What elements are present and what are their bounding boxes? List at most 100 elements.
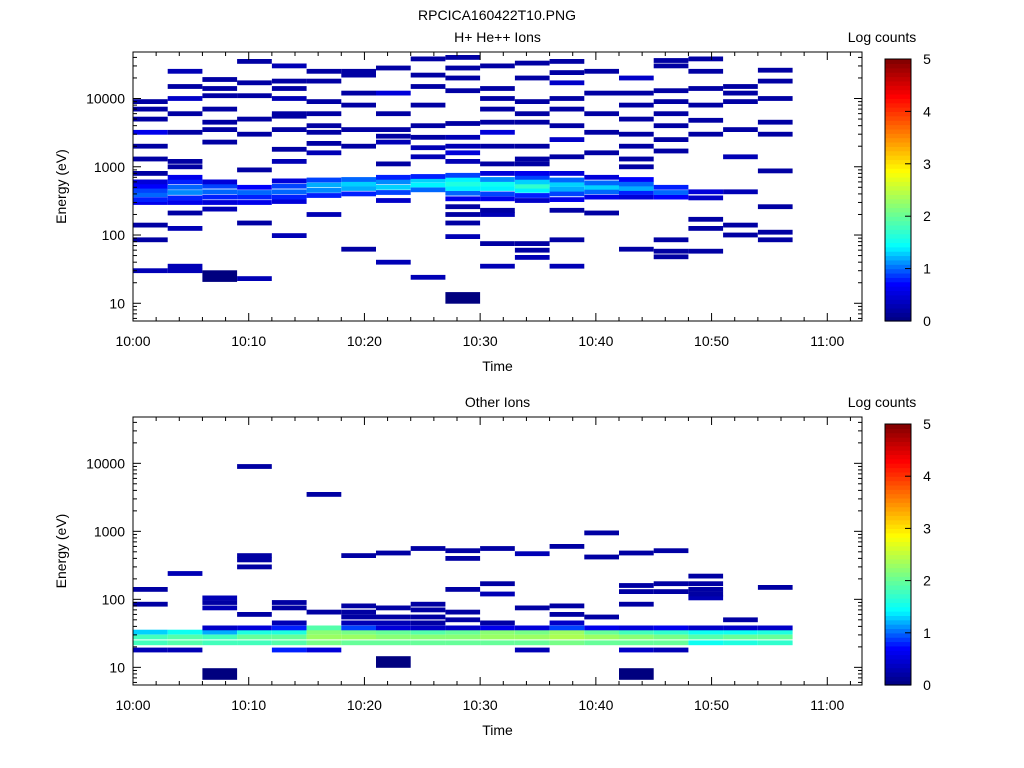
heatmap-cell xyxy=(619,116,654,122)
heatmap-cell xyxy=(133,171,168,176)
heatmap-cell xyxy=(271,183,307,189)
colorbar-band xyxy=(885,637,911,643)
heatmap-cell xyxy=(133,129,168,135)
colorbar-band xyxy=(885,624,911,630)
heatmap-cell xyxy=(237,612,272,617)
heatmap-cell xyxy=(480,212,515,217)
x-tick-label: 10:30 xyxy=(463,697,498,713)
heatmap-cell xyxy=(480,86,515,91)
heatmap-cell xyxy=(619,640,654,646)
colorbar: 0 1 2 3 4 5 Log counts xyxy=(848,29,931,329)
heatmap-cell xyxy=(549,96,585,101)
heatmap-cell xyxy=(445,556,481,561)
heatmap-cell xyxy=(376,259,411,265)
heatmap-cell xyxy=(653,111,689,117)
heatmap-cell xyxy=(549,154,585,160)
colorbar-band xyxy=(885,428,911,434)
heatmap-cell xyxy=(167,263,203,269)
heatmap-cell xyxy=(445,186,481,191)
heatmap-cell xyxy=(619,246,654,252)
heatmap-cell xyxy=(653,148,689,154)
heatmap-cell xyxy=(410,187,446,193)
colorbar-band xyxy=(885,207,911,213)
x-tick-label: 10:50 xyxy=(694,333,729,349)
heatmap-cell xyxy=(167,190,203,195)
heatmap-cell xyxy=(480,171,515,176)
heatmap-cell xyxy=(271,620,307,626)
heatmap-cell xyxy=(133,116,168,122)
colorbar-frame xyxy=(884,58,912,322)
heatmap-cell xyxy=(549,177,585,183)
heatmap-cell xyxy=(237,557,272,563)
heatmap-cell xyxy=(410,546,446,551)
heatmap-cell xyxy=(757,204,793,210)
heatmap-cell xyxy=(237,190,272,195)
colorbar-band xyxy=(885,303,911,309)
heatmap-cell xyxy=(341,68,376,74)
heatmap-cell xyxy=(133,197,168,202)
heatmap-cell xyxy=(271,634,307,640)
colorbar-band xyxy=(885,72,911,78)
heatmap-cell xyxy=(688,56,724,62)
heatmap-cell xyxy=(757,634,793,640)
heatmap-cell xyxy=(202,127,238,132)
heatmap-cell xyxy=(619,75,654,81)
colorbar-band xyxy=(885,268,911,274)
heatmap-cell xyxy=(202,93,238,99)
colorbar-band xyxy=(885,467,911,473)
heatmap-cell xyxy=(306,141,342,146)
heatmap-cell xyxy=(202,183,238,189)
heatmap-cell xyxy=(237,131,272,137)
heatmap-cell xyxy=(653,58,689,63)
heatmap-cell xyxy=(514,241,550,246)
heatmap-cell xyxy=(202,189,238,195)
heatmap-cell xyxy=(133,601,168,607)
colorbar-band xyxy=(885,493,911,499)
heatmap-cell xyxy=(549,59,585,64)
colorbar-band xyxy=(885,85,911,91)
heatmap-cell xyxy=(480,186,515,191)
heatmap-cell xyxy=(688,216,724,222)
colorbar-tick-label: 0 xyxy=(923,313,931,329)
heatmap-cell xyxy=(653,634,689,640)
colorbar-band xyxy=(885,281,911,287)
heatmap-cell xyxy=(445,143,481,149)
heatmap-cell xyxy=(167,96,203,101)
colorbar-band xyxy=(885,176,911,182)
heatmap-cell xyxy=(341,181,376,187)
heatmap-cell xyxy=(549,634,585,640)
heatmap-cell xyxy=(653,99,689,104)
colorbar-band xyxy=(885,63,911,69)
colorbar-band xyxy=(885,476,911,482)
heatmap-cell xyxy=(514,188,550,193)
heatmap-cell xyxy=(341,186,376,191)
heatmap-cell xyxy=(688,102,724,108)
heatmap-cell xyxy=(167,200,203,205)
heatmap-cell xyxy=(723,127,758,132)
heatmap-cell xyxy=(514,193,550,198)
heatmap-cell xyxy=(480,177,515,182)
heatmap-cell xyxy=(757,229,793,235)
heatmap-cell xyxy=(271,178,307,184)
heatmap-cell xyxy=(480,634,515,640)
colorbar-band xyxy=(885,198,911,204)
heatmap-cell xyxy=(167,129,203,135)
colorbar-band xyxy=(885,567,911,573)
heatmap-cell xyxy=(549,625,585,631)
colorbar-band xyxy=(885,497,911,503)
heatmap-cell xyxy=(445,234,481,239)
heatmap-cell xyxy=(480,207,515,213)
heatmap-cell xyxy=(306,111,342,117)
heatmap-cell xyxy=(167,195,203,201)
colorbar-band xyxy=(885,463,911,469)
heatmap-cell xyxy=(202,139,238,145)
heatmap-cell xyxy=(306,123,342,129)
heatmap-cell xyxy=(306,177,342,183)
heatmap-cell xyxy=(688,248,724,254)
heatmap-cell xyxy=(619,156,654,162)
heatmap-cell xyxy=(167,184,203,190)
heatmap-cell xyxy=(653,548,689,554)
colorbar-band xyxy=(885,663,911,669)
panel-title: Other Ions xyxy=(465,394,530,410)
heatmap-cell xyxy=(549,186,585,192)
